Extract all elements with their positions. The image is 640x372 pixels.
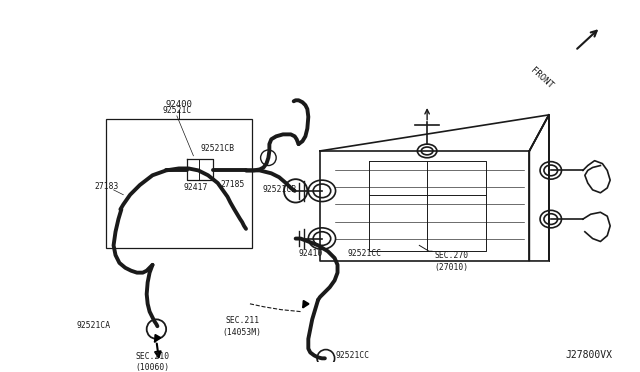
Text: 27185: 27185 [220,180,244,189]
Text: (14053M): (14053M) [223,328,262,337]
Text: J27800VX: J27800VX [565,350,612,360]
Text: SEC.210: SEC.210 [136,353,170,362]
Text: 27183: 27183 [94,182,118,192]
Text: 92400: 92400 [165,100,192,109]
Text: SEC.211: SEC.211 [225,317,259,326]
Bar [106,119,252,248]
Text: SEC.270: SEC.270 [435,251,468,260]
Text: 92521CC: 92521CC [348,248,381,258]
Text: (10060): (10060) [136,363,170,372]
Text: 92521CC: 92521CC [335,351,370,360]
Text: 92521CA: 92521CA [77,321,111,330]
Text: FRONT: FRONT [529,66,555,91]
Text: 92410: 92410 [299,248,323,258]
Text: 92521CB: 92521CB [201,144,235,153]
Text: (27010): (27010) [435,263,468,272]
Text: 92521CB: 92521CB [262,185,296,194]
Text: 92417: 92417 [183,183,207,192]
Text: 92521C: 92521C [162,106,191,115]
